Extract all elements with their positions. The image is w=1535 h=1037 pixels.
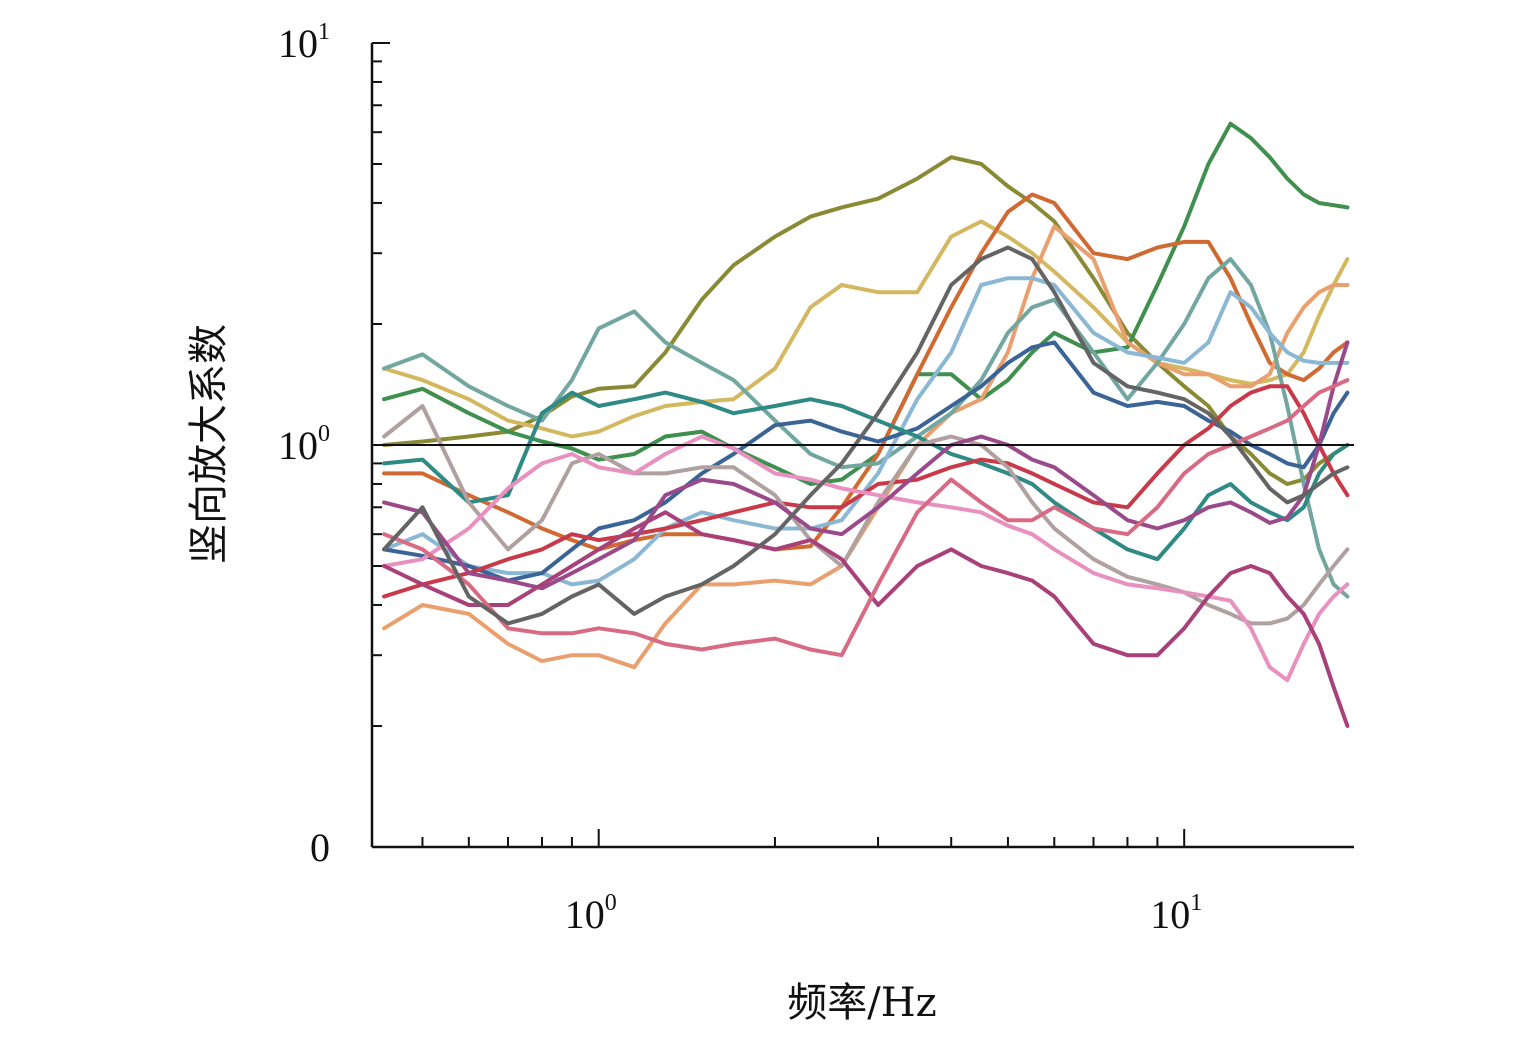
series-line-14 [382,510,1350,728]
series-layer [382,121,1350,728]
y-tick-label-1: 101 [278,19,330,66]
x-axis-title: 频率/Hz [787,980,936,1026]
x-tick-exponent: 0 [605,890,617,916]
series-line-9 [382,390,1350,562]
x-tick-label-2: 101 [1150,890,1202,937]
series-line-5 [382,224,1350,670]
y-tick-label-2: 100 [278,421,330,468]
series-line-12 [382,434,1350,683]
series-line-2 [382,219,1350,439]
series-line-1 [382,155,1350,486]
series-line-16 [382,245,1350,626]
series-line-15 [382,378,1350,658]
y-tick-exponent: 0 [318,421,330,447]
x-tick-label-1: 100 [565,890,617,937]
series-line-7 [382,276,1350,587]
series-line-4 [382,192,1350,552]
series-line-13 [382,340,1350,591]
x-tick-exponent: 1 [1190,890,1202,916]
series-line-10 [382,384,1350,599]
series-line-3 [382,121,1350,486]
y-tick-exponent: 1 [318,19,330,45]
y-tick-label-3: 0 [310,825,330,870]
y-axis-title: 竖向放大系数 [186,324,232,564]
